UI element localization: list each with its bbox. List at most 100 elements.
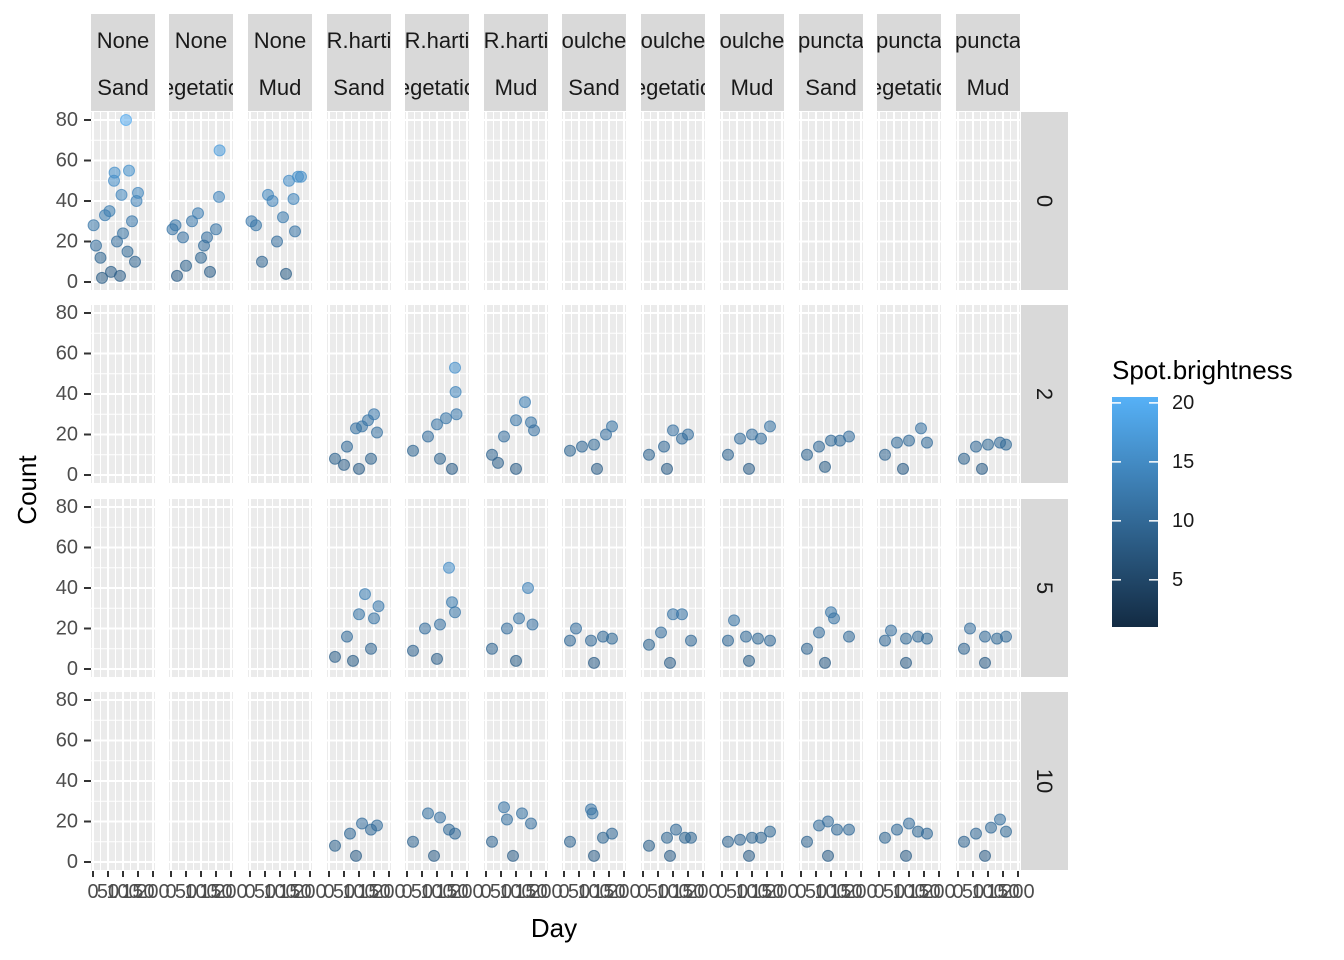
data-point	[564, 835, 576, 848]
data-point	[685, 831, 697, 844]
panel-points-r2-c7	[643, 608, 697, 669]
x-tick-label: 0	[401, 881, 412, 903]
data-point	[813, 440, 825, 453]
strip-label-line2: Sand	[805, 75, 856, 100]
data-point	[371, 819, 383, 832]
data-point	[341, 440, 353, 453]
data-point	[979, 849, 991, 862]
column-strip-10: puncta egetatio	[877, 14, 941, 111]
strip-background	[641, 14, 705, 111]
y-tick-label: 20	[56, 231, 78, 253]
data-point	[341, 630, 353, 643]
panel-r0-c9	[799, 112, 863, 290]
data-point	[510, 462, 522, 475]
data-point	[979, 656, 991, 669]
strip-background	[720, 14, 784, 111]
data-point	[169, 219, 182, 232]
data-point	[431, 418, 443, 431]
panel-points-r1-c8	[722, 420, 776, 475]
data-point	[600, 428, 612, 441]
y-tick-label: 0	[67, 658, 78, 680]
strip-label-line1: oulche	[720, 28, 785, 53]
data-point	[764, 634, 776, 647]
panel-points-r3-c10	[879, 817, 933, 862]
strip-background	[248, 14, 312, 111]
data-point	[129, 255, 141, 268]
x-tick-label: 150	[357, 881, 390, 903]
data-point	[921, 632, 933, 645]
data-point	[177, 231, 189, 244]
y-tick-label: 20	[56, 424, 78, 446]
data-point	[347, 654, 359, 667]
strip-label-line2: Mud	[731, 75, 774, 100]
panel-r3-c6	[562, 692, 626, 870]
panel-r1-c5	[484, 305, 548, 483]
data-point	[801, 448, 813, 461]
x-tick-label: 100	[814, 881, 847, 903]
data-point	[507, 849, 519, 862]
data-point	[96, 271, 108, 284]
legend-title: Spot.brightness	[1112, 355, 1293, 385]
panel-r1-c4	[405, 305, 469, 483]
legend-tick-label: 20	[1172, 392, 1194, 414]
x-tick-label: 100	[892, 881, 925, 903]
strip-label-line2: Mud	[259, 75, 302, 100]
x-tick-label: 0	[87, 881, 98, 903]
data-point	[422, 807, 434, 820]
data-point	[819, 460, 831, 473]
x-tick-label: 200	[136, 881, 169, 903]
strip-background	[799, 14, 863, 111]
x-tick-label: 50	[254, 881, 276, 903]
x-tick-label: 200	[293, 881, 326, 903]
strip-label-line1: None	[254, 28, 307, 53]
data-point	[103, 205, 116, 218]
x-axis-title: Day	[531, 913, 577, 943]
data-point	[813, 626, 825, 639]
data-point	[519, 396, 531, 409]
data-point	[407, 644, 419, 657]
data-point	[958, 835, 970, 848]
data-point	[428, 849, 440, 862]
y-tick-label: 40	[56, 383, 78, 405]
data-point	[510, 654, 522, 667]
x-tick-label: 100	[656, 881, 689, 903]
data-point	[903, 434, 915, 447]
x-tick-label: 100	[735, 881, 768, 903]
data-point	[422, 430, 434, 443]
panel-points-r3-c11	[958, 813, 1012, 862]
panel-r0-c3	[327, 112, 391, 290]
panel-points-r1-c3	[329, 408, 383, 475]
panel-r1-c10	[877, 305, 941, 483]
strip-label-line1: puncta	[798, 28, 865, 53]
data-point	[350, 849, 362, 862]
data-point	[353, 462, 365, 475]
data-point	[743, 654, 755, 667]
data-point	[126, 215, 138, 228]
column-strip-6: oulche Sand	[562, 14, 626, 111]
data-point	[121, 245, 134, 258]
x-tick-label: 150	[671, 881, 704, 903]
x-tick-label: 0	[795, 881, 806, 903]
panel-r1-c2	[248, 305, 312, 483]
data-point	[434, 452, 446, 465]
x-tick-label: 100	[184, 881, 217, 903]
data-point	[287, 193, 300, 205]
data-point	[734, 833, 746, 846]
x-tick-label: 150	[121, 881, 154, 903]
data-point	[372, 600, 385, 613]
data-point	[643, 448, 655, 461]
row-strip-label: 5	[1032, 582, 1057, 594]
data-point	[271, 235, 283, 248]
data-point	[368, 612, 380, 625]
data-point	[289, 225, 301, 238]
panel-r2-c9	[799, 499, 863, 677]
panel-points-r1-c7	[643, 424, 694, 475]
x-tick-label: 200	[844, 881, 877, 903]
x-tick-label: 150	[829, 881, 862, 903]
data-point	[431, 652, 443, 665]
strip-background	[484, 14, 548, 111]
